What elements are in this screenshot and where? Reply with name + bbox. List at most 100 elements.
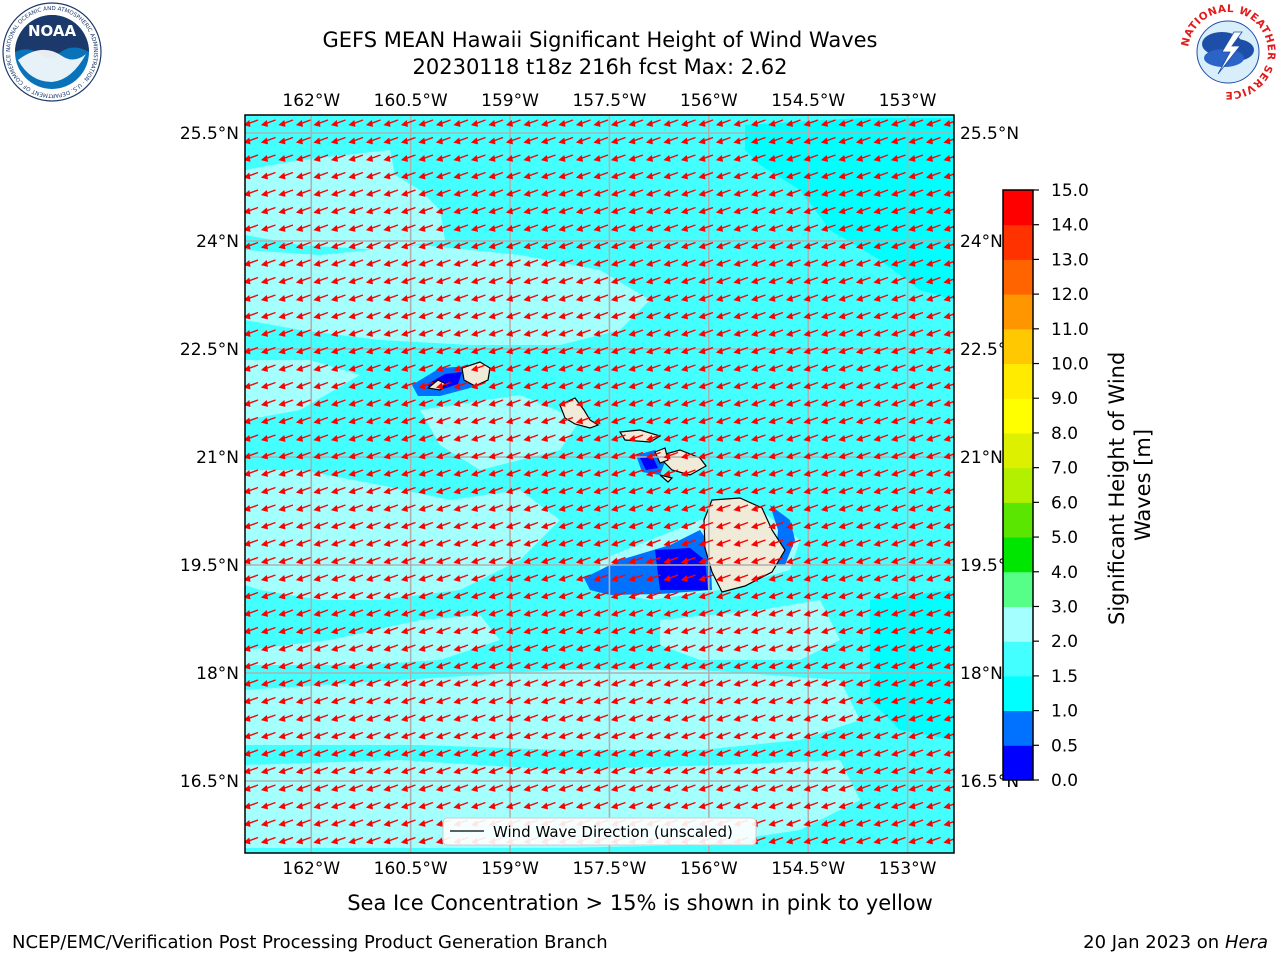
wave-direction-arrowhead [785, 207, 794, 215]
wave-direction-arrowhead [470, 329, 479, 337]
wave-direction-arrowhead [593, 697, 601, 705]
wave-direction-arrowhead [523, 207, 531, 215]
wave-direction-arrowhead [908, 119, 916, 127]
wave-direction-arrowhead [505, 119, 514, 127]
wave-direction-arrowhead [365, 522, 374, 530]
wave-direction-arrowhead [820, 259, 829, 267]
wave-direction-arrowhead [575, 784, 584, 792]
wave-direction-arrowhead [348, 312, 356, 320]
wave-direction-arrowhead [418, 172, 426, 180]
wave-direction-arrowhead [610, 207, 619, 215]
wave-direction-arrowhead [610, 784, 619, 792]
wave-direction-arrowhead [768, 539, 776, 547]
wave-direction-arrowhead [418, 207, 426, 215]
wave-direction-arrowhead [803, 644, 811, 652]
colorbar-tick-label: 0.0 [1051, 771, 1078, 791]
wave-direction-arrowhead [278, 627, 286, 635]
wave-direction-arrowhead [698, 644, 706, 652]
wave-direction-arrowhead [943, 224, 951, 232]
wave-direction-arrowhead [348, 802, 356, 810]
wave-direction-arrowhead [855, 277, 864, 285]
wave-direction-arrowhead [873, 312, 881, 320]
wave-direction-arrowhead [593, 242, 601, 250]
wave-direction-arrowhead [873, 819, 881, 827]
wave-direction-arrowhead [698, 119, 706, 127]
wave-direction-arrowhead [295, 644, 304, 652]
wave-direction-arrowhead [470, 364, 479, 372]
wave-direction-arrowhead [365, 277, 374, 285]
wave-direction-arrowhead [750, 172, 759, 180]
wave-direction-arrowhead [680, 574, 689, 582]
wave-direction-arrowhead [925, 609, 934, 617]
wave-direction-arrowhead [768, 627, 776, 635]
wave-direction-arrowhead [435, 592, 444, 600]
wave-direction-arrowhead [260, 539, 269, 547]
wave-direction-arrowhead [365, 259, 374, 267]
wave-direction-arrowhead [470, 539, 479, 547]
wave-direction-arrowhead [313, 469, 321, 477]
wave-direction-arrowhead [610, 382, 619, 390]
wave-direction-arrowhead [645, 749, 654, 757]
wave-direction-arrowhead [365, 749, 374, 757]
wave-direction-arrowhead [663, 714, 671, 722]
wave-direction-arrowhead [803, 417, 811, 425]
wave-direction-arrowhead [540, 399, 549, 407]
wave-direction-arrowhead [785, 119, 794, 127]
colorbar-swatch [1003, 606, 1033, 642]
wave-direction-arrowhead [820, 732, 829, 740]
wave-direction-arrowhead [383, 224, 391, 232]
wave-direction-arrowhead [838, 172, 846, 180]
wave-direction-arrowhead [418, 137, 426, 145]
wave-direction-arrowhead [715, 627, 724, 635]
wave-direction-arrowhead [628, 592, 636, 600]
wave-direction-arrowhead [855, 399, 864, 407]
wave-direction-arrowhead [593, 259, 601, 267]
wave-direction-arrowhead [330, 207, 339, 215]
wave-direction-arrowhead [260, 277, 269, 285]
wave-direction-arrowhead [838, 504, 846, 512]
wave-direction-arrowhead [820, 294, 829, 302]
wave-direction-arrowhead [365, 189, 374, 197]
lon-tick-label-bottom: 160.5°W [374, 859, 448, 879]
wave-direction-arrowhead [470, 522, 479, 530]
wave-direction-arrowhead [750, 294, 759, 302]
wave-direction-arrowhead [418, 312, 426, 320]
wave-direction-arrowhead [610, 242, 619, 250]
wave-direction-arrowhead [838, 242, 846, 250]
wave-direction-arrowhead [593, 137, 601, 145]
wave-direction-arrowhead [750, 574, 759, 582]
wave-direction-arrowhead [348, 154, 356, 162]
wave-direction-arrowhead [838, 487, 846, 495]
wave-direction-arrowhead [245, 154, 251, 162]
wave-direction-arrowhead [278, 329, 286, 337]
wave-direction-arrowhead [453, 697, 461, 705]
wave-direction-arrowhead [873, 172, 881, 180]
wave-direction-arrowhead [245, 329, 251, 337]
colorbar-tick-label: 0.5 [1051, 736, 1078, 756]
wave-direction-arrowhead [470, 697, 479, 705]
wave-direction-arrowhead [908, 364, 916, 372]
wave-direction-arrowhead [278, 714, 286, 722]
wave-direction-arrowhead [488, 679, 496, 687]
wave-direction-arrowhead [680, 714, 689, 722]
lon-tick-label-bottom: 153°W [879, 859, 937, 879]
wave-direction-arrowhead [260, 452, 269, 460]
wave-direction-arrowhead [925, 329, 934, 337]
wave-direction-arrowhead [768, 469, 776, 477]
wave-direction-arrowhead [733, 557, 741, 565]
wave-direction-arrowhead [838, 259, 846, 267]
wave-direction-arrowhead [785, 644, 794, 652]
wave-direction-arrowhead [733, 119, 741, 127]
wave-direction-arrowhead [663, 574, 671, 582]
wave-direction-arrowhead [540, 137, 549, 145]
wave-direction-arrowhead [803, 557, 811, 565]
wave-direction-arrowhead [488, 329, 496, 337]
wave-direction-arrowhead [890, 259, 899, 267]
wave-direction-arrowhead [908, 417, 916, 425]
wave-direction-arrowhead [645, 784, 654, 792]
lon-tick-label-bottom: 156°W [680, 859, 738, 879]
wave-direction-arrowhead [295, 574, 304, 582]
wave-direction-arrowhead [260, 837, 269, 845]
wave-direction-arrowhead [505, 452, 514, 460]
wave-direction-arrowhead [680, 294, 689, 302]
